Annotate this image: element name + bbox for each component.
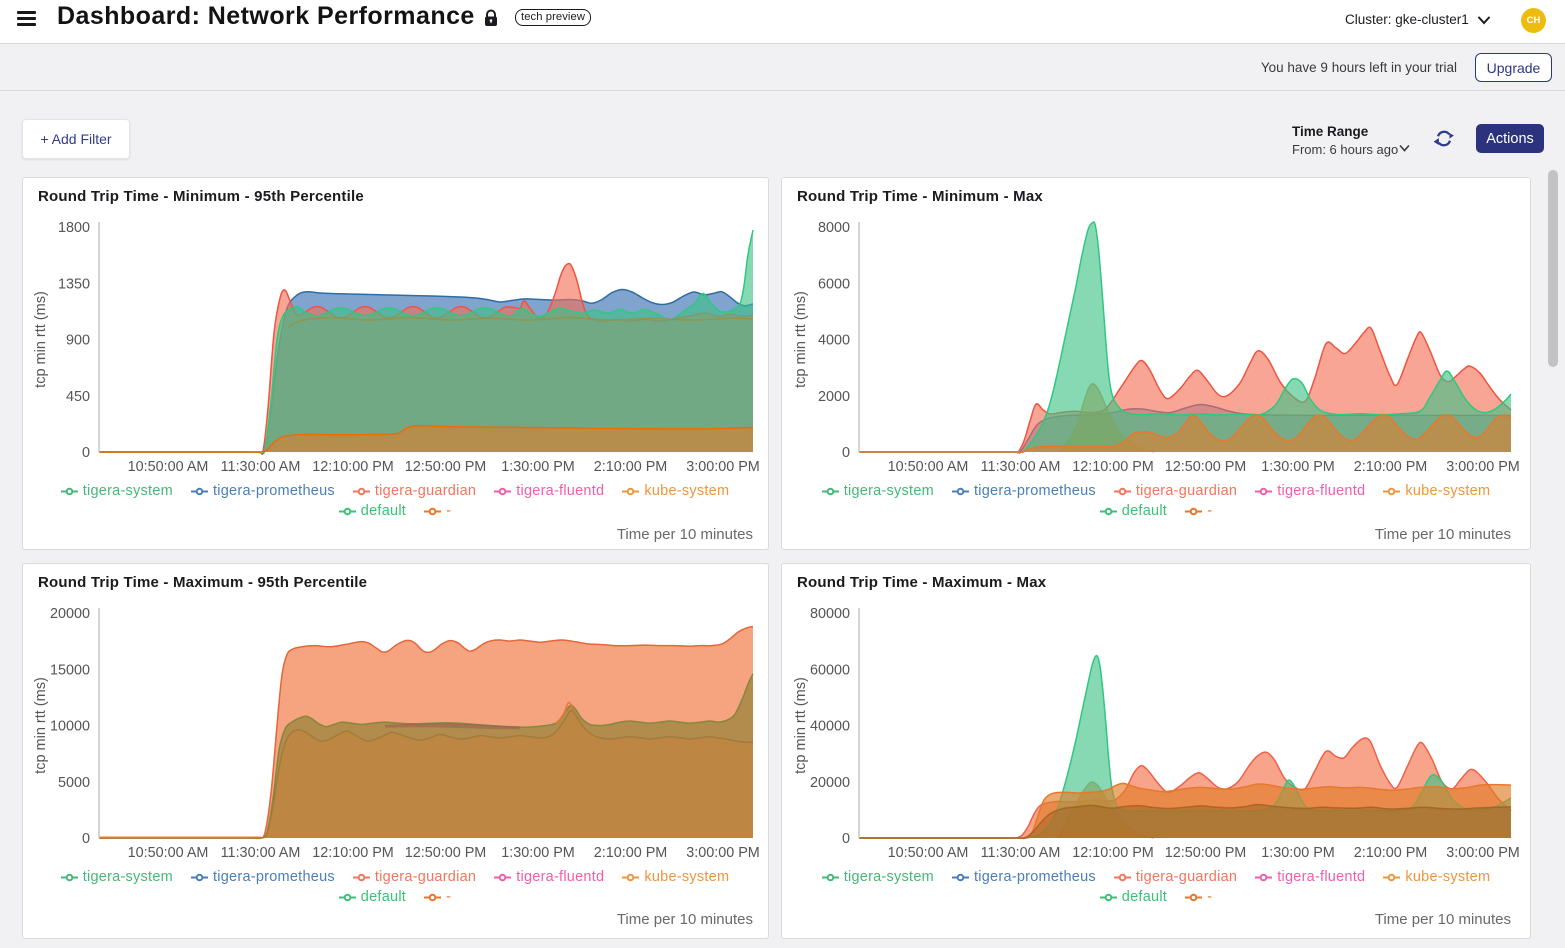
svg-text:15000: 15000 bbox=[50, 662, 90, 678]
svg-text:20000: 20000 bbox=[50, 606, 90, 622]
svg-text:3:00:00 PM: 3:00:00 PM bbox=[686, 845, 760, 861]
svg-text:1:30:00 PM: 1:30:00 PM bbox=[1261, 845, 1335, 861]
svg-text:0: 0 bbox=[842, 445, 850, 461]
svg-text:1:30:00 PM: 1:30:00 PM bbox=[1261, 459, 1335, 475]
svg-text:1800: 1800 bbox=[58, 220, 90, 236]
svg-text:3:00:00 PM: 3:00:00 PM bbox=[1446, 845, 1520, 861]
svg-text:80000: 80000 bbox=[810, 606, 850, 622]
svg-text:12:50:00 PM: 12:50:00 PM bbox=[405, 845, 487, 861]
svg-text:0: 0 bbox=[842, 831, 850, 847]
svg-text:tcp min rtt (ms): tcp min rtt (ms) bbox=[793, 291, 809, 388]
svg-text:40000: 40000 bbox=[810, 719, 850, 735]
svg-text:12:50:00 PM: 12:50:00 PM bbox=[405, 459, 487, 475]
svg-text:2000: 2000 bbox=[818, 389, 850, 405]
svg-text:20000: 20000 bbox=[810, 775, 850, 791]
svg-text:11:30:00 AM: 11:30:00 AM bbox=[221, 845, 301, 861]
svg-text:1:30:00 PM: 1:30:00 PM bbox=[501, 459, 575, 475]
svg-text:2:10:00 PM: 2:10:00 PM bbox=[1354, 845, 1428, 861]
svg-text:12:10:00 PM: 12:10:00 PM bbox=[1072, 845, 1154, 861]
svg-text:tcp min rtt (ms): tcp min rtt (ms) bbox=[793, 677, 809, 774]
svg-text:6000: 6000 bbox=[818, 276, 850, 292]
svg-text:3:00:00 PM: 3:00:00 PM bbox=[686, 459, 760, 475]
svg-text:3:00:00 PM: 3:00:00 PM bbox=[1446, 459, 1520, 475]
svg-text:10:50:00 AM: 10:50:00 AM bbox=[128, 459, 209, 475]
svg-text:1:30:00 PM: 1:30:00 PM bbox=[501, 845, 575, 861]
svg-text:60000: 60000 bbox=[810, 662, 850, 678]
svg-text:2:10:00 PM: 2:10:00 PM bbox=[594, 845, 668, 861]
svg-text:10:50:00 AM: 10:50:00 AM bbox=[128, 845, 209, 861]
svg-text:900: 900 bbox=[66, 333, 90, 349]
svg-text:12:10:00 PM: 12:10:00 PM bbox=[312, 845, 394, 861]
svg-text:10000: 10000 bbox=[50, 719, 90, 735]
svg-text:12:10:00 PM: 12:10:00 PM bbox=[312, 459, 394, 475]
svg-text:tcp min rtt (ms): tcp min rtt (ms) bbox=[33, 291, 49, 388]
svg-text:450: 450 bbox=[66, 389, 90, 405]
svg-text:12:50:00 PM: 12:50:00 PM bbox=[1165, 459, 1247, 475]
svg-text:10:50:00 AM: 10:50:00 AM bbox=[888, 459, 969, 475]
svg-text:2:10:00 PM: 2:10:00 PM bbox=[594, 459, 668, 475]
svg-text:5000: 5000 bbox=[58, 775, 90, 791]
svg-text:11:30:00 AM: 11:30:00 AM bbox=[981, 845, 1061, 861]
svg-text:4000: 4000 bbox=[818, 333, 850, 349]
svg-text:8000: 8000 bbox=[818, 220, 850, 236]
svg-text:0: 0 bbox=[82, 445, 90, 461]
svg-text:0: 0 bbox=[82, 831, 90, 847]
svg-text:12:50:00 PM: 12:50:00 PM bbox=[1165, 845, 1247, 861]
svg-text:11:30:00 AM: 11:30:00 AM bbox=[981, 459, 1061, 475]
svg-text:12:10:00 PM: 12:10:00 PM bbox=[1072, 459, 1154, 475]
svg-text:10:50:00 AM: 10:50:00 AM bbox=[888, 845, 969, 861]
svg-text:1350: 1350 bbox=[58, 276, 90, 292]
svg-text:2:10:00 PM: 2:10:00 PM bbox=[1354, 459, 1428, 475]
svg-text:11:30:00 AM: 11:30:00 AM bbox=[221, 459, 301, 475]
svg-text:tcp min rtt (ms): tcp min rtt (ms) bbox=[33, 677, 49, 774]
